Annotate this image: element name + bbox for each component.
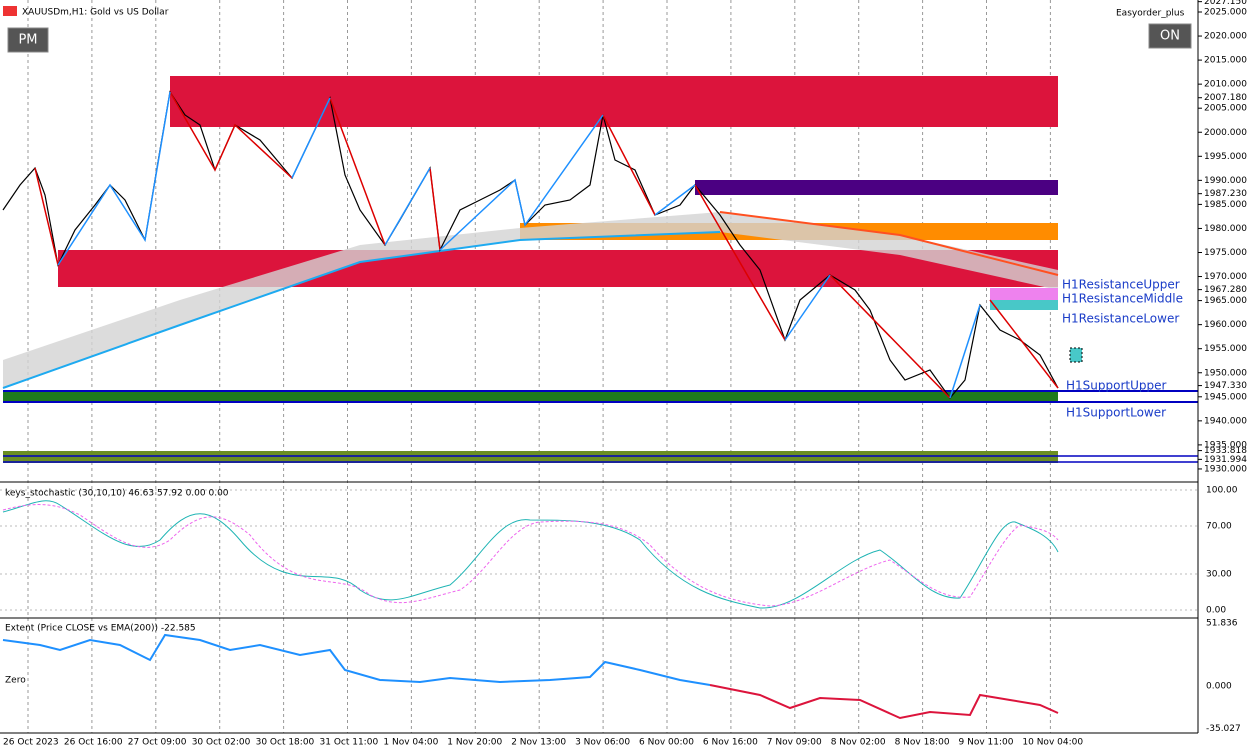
time-label: 26 Oct 2023 <box>3 738 59 748</box>
zigzag <box>329 97 386 246</box>
price-label: 1930.000 <box>1204 464 1247 474</box>
price-label: 1935.000 <box>1204 440 1247 450</box>
price-label: 1970.000 <box>1204 272 1247 282</box>
time-label: 7 Nov 09:00 <box>767 738 822 748</box>
zone-label: H1ResistanceMiddle <box>1062 292 1183 306</box>
extent-negative <box>709 684 1059 720</box>
ema-band <box>3 212 1058 388</box>
extent-label: Extent (Price CLOSE vs EMA(200)) -22.585 <box>5 624 196 634</box>
zigzag <box>57 91 171 266</box>
zigzag <box>989 299 1059 389</box>
extent-axis-label: 0.000 <box>1206 682 1232 692</box>
zigzag <box>694 184 786 341</box>
zigzag <box>784 274 831 341</box>
time-label: 30 Oct 02:00 <box>192 738 251 748</box>
time-label: 8 Nov 02:00 <box>831 738 886 748</box>
zigzag <box>602 114 656 216</box>
resistance-zone <box>58 250 1058 287</box>
zigzag <box>829 274 951 399</box>
pm-label[interactable]: PM <box>18 33 37 48</box>
price-label: 2015.000 <box>1204 56 1247 66</box>
price-label: 1975.000 <box>1204 248 1247 258</box>
price-label: 2005.000 <box>1204 104 1247 114</box>
zigzag <box>384 167 431 246</box>
zigzag <box>169 91 293 179</box>
time-label: 1 Nov 20:00 <box>447 738 502 748</box>
stoch-axis-label: 0.00 <box>1206 606 1226 616</box>
price-label: 1931.994 <box>1204 455 1247 465</box>
zone-label: H1SupportLower <box>1066 406 1166 420</box>
on-label[interactable]: ON <box>1160 29 1180 44</box>
stochastic-label: keys_stochastic (30,10,10) 46.63 57.92 0… <box>5 489 229 499</box>
support-zone <box>3 392 1058 401</box>
ema-line <box>2 231 721 389</box>
price-label: 1967.280 <box>1204 285 1247 295</box>
price-label: 1955.000 <box>1204 344 1247 354</box>
time-label: 6 Nov 16:00 <box>703 738 758 748</box>
stoch-axis-label: 30.00 <box>1206 570 1232 580</box>
price-label: 1985.000 <box>1204 200 1247 210</box>
time-label: 26 Oct 16:00 <box>64 738 123 748</box>
price-label: 2027.150 <box>1204 0 1247 7</box>
zone-label: H1SupportUpper <box>1066 379 1166 393</box>
price-label: 1960.000 <box>1204 320 1247 330</box>
price-label: 2020.000 <box>1204 32 1247 42</box>
time-label: 6 Nov 00:00 <box>639 738 694 748</box>
zone <box>695 180 1058 195</box>
resistance-zone <box>170 76 1058 127</box>
time-label: 30 Oct 18:00 <box>256 738 315 748</box>
zigzag <box>439 114 604 251</box>
price-label: 1990.000 <box>1204 176 1247 186</box>
price-label: 2010.000 <box>1204 80 1247 90</box>
price-label: 1940.000 <box>1204 416 1247 426</box>
time-label: 27 Oct 09:00 <box>128 738 187 748</box>
chart-title: XAUUSDm,H1: Gold vs US Dollar <box>22 8 169 18</box>
resistance-lower <box>990 300 1058 310</box>
price-label: 1980.000 <box>1204 224 1247 234</box>
zigzag <box>949 304 981 399</box>
stoch-main <box>2 500 1059 609</box>
price-label: 1947.330 <box>1204 381 1247 391</box>
extent-axis-label: 51.836 <box>1206 619 1238 629</box>
time-label: 3 Nov 06:00 <box>575 738 630 748</box>
time-label: 1 Nov 04:00 <box>383 738 438 748</box>
stoch-axis-label: 100.00 <box>1206 486 1238 496</box>
time-label: 9 Nov 11:00 <box>959 738 1014 748</box>
zone-label: H1ResistanceLower <box>1062 312 1179 326</box>
on-button[interactable] <box>1148 23 1192 49</box>
extent-positive <box>2 633 711 686</box>
price-label: 1933.818 <box>1204 446 1247 456</box>
zigzag <box>429 167 441 251</box>
zone-label: H1ResistanceUpper <box>1062 278 1180 292</box>
pm-button[interactable] <box>7 27 49 53</box>
price-label: 2025.000 <box>1204 8 1247 18</box>
price-label: 1987.230 <box>1204 189 1247 199</box>
time-label: 31 Oct 11:00 <box>320 738 379 748</box>
expert-name: Easyorder_plus <box>1116 9 1185 19</box>
extent-zero: Zero <box>5 676 26 686</box>
zigzag <box>291 97 331 179</box>
ema-line <box>719 211 1059 276</box>
time-label: 2 Nov 13:00 <box>511 738 566 748</box>
resistance-middle <box>990 288 1058 300</box>
price-label: 2000.000 <box>1204 128 1247 138</box>
marker <box>1069 347 1083 363</box>
price-label: 1950.000 <box>1204 368 1247 378</box>
stoch-signal <box>2 504 1059 607</box>
price-label: 1965.000 <box>1204 296 1247 306</box>
extent-axis-label: -35.027 <box>1206 724 1241 734</box>
price-label: 2007.180 <box>1204 93 1247 103</box>
time-label: 8 Nov 18:00 <box>895 738 950 748</box>
zigzag <box>654 184 696 216</box>
zigzag <box>34 167 59 266</box>
price-label: 1995.000 <box>1204 152 1247 162</box>
price-label: 1945.000 <box>1204 392 1247 402</box>
stoch-axis-label: 70.00 <box>1206 522 1232 532</box>
time-label: 10 Nov 04:00 <box>1022 738 1083 748</box>
support-zone <box>3 451 1058 463</box>
symbol-icon <box>3 6 17 16</box>
